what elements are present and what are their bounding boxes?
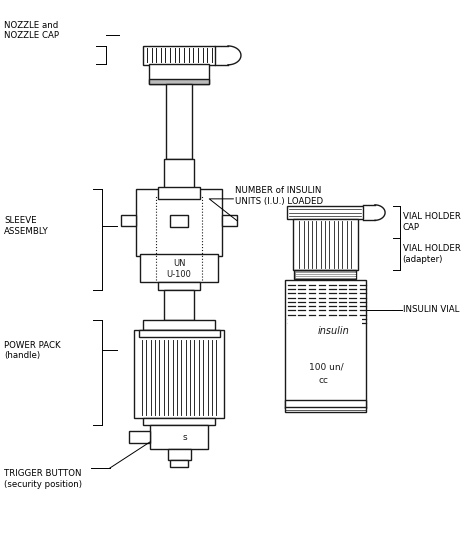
Bar [143, 320, 215, 330]
Text: 100 un/: 100 un/ [309, 363, 344, 372]
Bar [129, 431, 150, 443]
Bar [288, 318, 362, 385]
Bar [284, 400, 365, 408]
Text: NOZZLE and
NOZZLE CAP: NOZZLE and NOZZLE CAP [4, 21, 59, 40]
Text: s: s [182, 433, 187, 442]
Bar [136, 190, 222, 256]
Bar [292, 220, 357, 270]
Bar [170, 459, 188, 467]
Bar [134, 330, 224, 418]
Bar [284, 407, 365, 413]
Text: INSULIN VIAL: INSULIN VIAL [403, 305, 459, 314]
Bar [150, 425, 208, 449]
Text: NUMBER of INSULIN
UNITS (I.U.) LOADED: NUMBER of INSULIN UNITS (I.U.) LOADED [235, 186, 323, 206]
Text: SLEEVE
ASSEMBLY: SLEEVE ASSEMBLY [4, 216, 49, 235]
Bar [158, 282, 200, 290]
Bar [143, 418, 215, 425]
Bar [149, 64, 209, 84]
Bar [158, 187, 200, 199]
Bar [138, 330, 219, 338]
Bar [143, 46, 215, 65]
Text: POWER PACK
(handle): POWER PACK (handle) [4, 340, 61, 360]
Text: insulin: insulin [318, 326, 350, 336]
Bar [287, 206, 363, 220]
Bar [121, 215, 136, 226]
Text: VIAL HOLDER
(adapter): VIAL HOLDER (adapter) [403, 244, 461, 264]
Text: TRIGGER BUTTON
(security position): TRIGGER BUTTON (security position) [4, 469, 82, 489]
Bar [294, 270, 356, 280]
Text: UN
U-100: UN U-100 [167, 259, 191, 279]
Bar [140, 254, 219, 282]
Bar [149, 79, 209, 84]
Bar [222, 215, 237, 226]
Bar [170, 215, 188, 226]
Text: cc: cc [318, 376, 328, 385]
Bar [166, 84, 192, 159]
Bar [284, 280, 365, 408]
Bar [164, 159, 194, 217]
Text: VIAL HOLDER
CAP: VIAL HOLDER CAP [403, 212, 461, 231]
Bar [164, 290, 194, 320]
Bar [167, 449, 191, 459]
